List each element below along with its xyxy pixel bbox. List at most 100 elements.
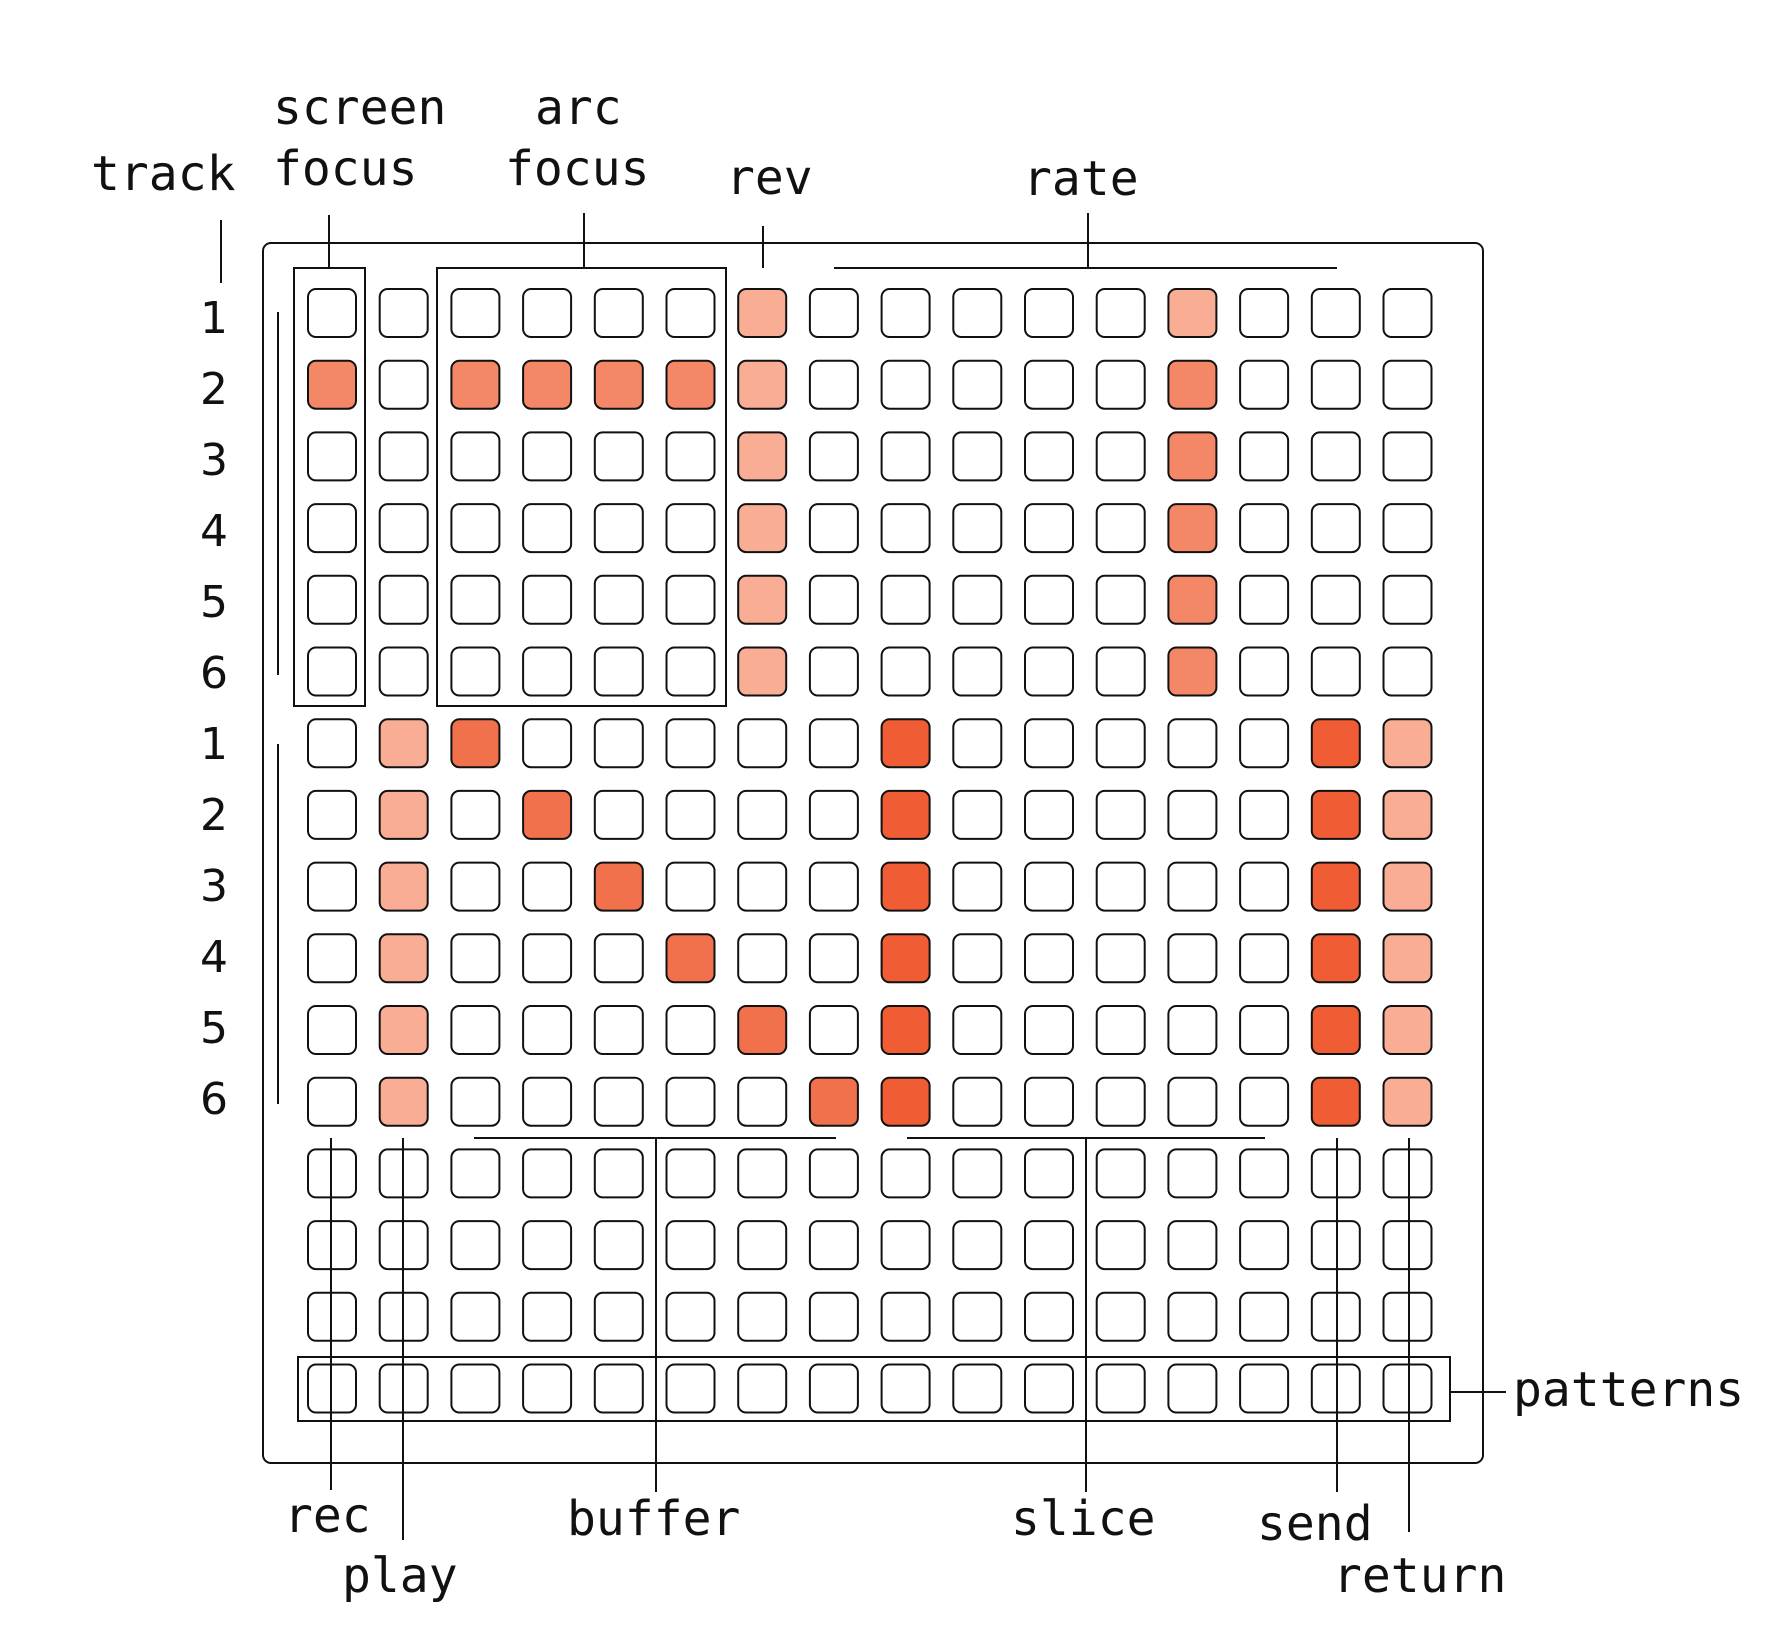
grid-key[interactable] xyxy=(1024,789,1074,840)
grid-key[interactable] xyxy=(522,431,573,482)
grid-key[interactable] xyxy=(737,1220,788,1271)
grid-key[interactable] xyxy=(1382,431,1433,482)
grid-key[interactable] xyxy=(1382,933,1433,984)
grid-key[interactable] xyxy=(952,1076,1003,1127)
grid-key[interactable] xyxy=(1024,933,1074,984)
grid-key[interactable] xyxy=(1024,861,1074,912)
grid-key[interactable] xyxy=(1382,1005,1433,1055)
grid-key[interactable] xyxy=(307,431,357,482)
grid-key[interactable] xyxy=(1095,1220,1146,1271)
grid-key[interactable] xyxy=(1095,359,1146,410)
grid-key[interactable] xyxy=(1310,288,1361,338)
grid-key[interactable] xyxy=(952,574,1003,625)
grid-key[interactable] xyxy=(880,1076,931,1127)
grid-key[interactable] xyxy=(952,1220,1003,1271)
grid-key[interactable] xyxy=(1024,503,1074,554)
grid-key[interactable] xyxy=(593,1148,644,1199)
grid-key[interactable] xyxy=(307,288,357,338)
grid-key[interactable] xyxy=(808,288,859,338)
grid-key[interactable] xyxy=(665,933,716,984)
grid-key[interactable] xyxy=(593,431,644,482)
grid-key[interactable] xyxy=(307,861,357,912)
grid-key[interactable] xyxy=(522,503,573,554)
grid-key[interactable] xyxy=(952,359,1003,410)
grid-key[interactable] xyxy=(378,933,429,984)
grid-key[interactable] xyxy=(1024,1076,1074,1127)
grid-key[interactable] xyxy=(522,861,573,912)
grid-key[interactable] xyxy=(808,718,859,769)
grid-key[interactable] xyxy=(450,861,501,912)
grid-key[interactable] xyxy=(378,1076,429,1127)
grid-key[interactable] xyxy=(1382,718,1433,769)
grid-key[interactable] xyxy=(665,1220,716,1271)
grid-key[interactable] xyxy=(1382,1220,1433,1271)
grid-key[interactable] xyxy=(880,503,931,554)
grid-key[interactable] xyxy=(307,646,357,697)
grid-key[interactable] xyxy=(1095,1148,1146,1199)
grid-key[interactable] xyxy=(450,933,501,984)
grid-key[interactable] xyxy=(1239,1291,1290,1342)
grid-key[interactable] xyxy=(593,503,644,554)
grid-key[interactable] xyxy=(522,574,573,625)
grid-key[interactable] xyxy=(1382,1148,1433,1199)
grid-key[interactable] xyxy=(1310,574,1361,625)
grid-key[interactable] xyxy=(1382,861,1433,912)
grid-key[interactable] xyxy=(665,861,716,912)
grid-key[interactable] xyxy=(1024,288,1074,338)
grid-key[interactable] xyxy=(1382,789,1433,840)
grid-key[interactable] xyxy=(522,1291,573,1342)
grid-key[interactable] xyxy=(1239,1148,1290,1199)
grid-key[interactable] xyxy=(307,503,357,554)
grid-key[interactable] xyxy=(665,1076,716,1127)
grid-key[interactable] xyxy=(1024,646,1074,697)
grid-key[interactable] xyxy=(1239,1076,1290,1127)
grid-key[interactable] xyxy=(1310,1005,1361,1055)
grid-key[interactable] xyxy=(665,718,716,769)
grid-key[interactable] xyxy=(1167,359,1218,410)
grid-key[interactable] xyxy=(1239,933,1290,984)
grid-key[interactable] xyxy=(522,359,573,410)
grid-key[interactable] xyxy=(808,1363,859,1414)
grid-key[interactable] xyxy=(1024,1005,1074,1055)
grid-key[interactable] xyxy=(1167,1005,1218,1055)
grid-key[interactable] xyxy=(665,1363,716,1414)
grid-key[interactable] xyxy=(1310,861,1361,912)
grid-key[interactable] xyxy=(1310,789,1361,840)
grid-key[interactable] xyxy=(1310,1363,1361,1414)
grid-key[interactable] xyxy=(593,1076,644,1127)
grid-key[interactable] xyxy=(737,718,788,769)
grid-key[interactable] xyxy=(378,359,429,410)
grid-key[interactable] xyxy=(1239,646,1290,697)
grid-key[interactable] xyxy=(307,1076,357,1127)
grid-key[interactable] xyxy=(880,646,931,697)
grid-key[interactable] xyxy=(1024,1363,1074,1414)
grid-key[interactable] xyxy=(450,359,501,410)
grid-key[interactable] xyxy=(737,1291,788,1342)
grid-key[interactable] xyxy=(808,789,859,840)
grid-key[interactable] xyxy=(1239,1220,1290,1271)
grid-key[interactable] xyxy=(880,1148,931,1199)
grid-key[interactable] xyxy=(1024,1291,1074,1342)
grid-key[interactable] xyxy=(593,718,644,769)
grid-key[interactable] xyxy=(952,1005,1003,1055)
grid-key[interactable] xyxy=(1095,718,1146,769)
grid-key[interactable] xyxy=(737,1148,788,1199)
grid-key[interactable] xyxy=(737,646,788,697)
grid-key[interactable] xyxy=(1167,718,1218,769)
grid-key[interactable] xyxy=(1167,431,1218,482)
grid-key[interactable] xyxy=(1310,933,1361,984)
grid-key[interactable] xyxy=(522,1363,573,1414)
grid-key[interactable] xyxy=(665,288,716,338)
grid-key[interactable] xyxy=(737,1076,788,1127)
grid-key[interactable] xyxy=(808,574,859,625)
grid-key[interactable] xyxy=(378,1005,429,1055)
grid-key[interactable] xyxy=(522,789,573,840)
grid-key[interactable] xyxy=(737,431,788,482)
grid-key[interactable] xyxy=(1310,646,1361,697)
grid-key[interactable] xyxy=(1095,288,1146,338)
grid-key[interactable] xyxy=(1310,431,1361,482)
grid-key[interactable] xyxy=(1024,359,1074,410)
grid-key[interactable] xyxy=(1024,574,1074,625)
grid-key[interactable] xyxy=(808,1291,859,1342)
grid-key[interactable] xyxy=(737,359,788,410)
